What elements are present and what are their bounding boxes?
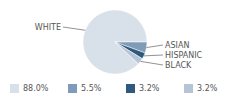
html-text:3.2%: 3.2%: [197, 84, 218, 93]
html-text:5.5%: 5.5%: [81, 84, 102, 93]
svg-text:BLACK: BLACK: [165, 61, 192, 70]
html-text:88.0%: 88.0%: [23, 84, 49, 93]
svg-text:WHITE: WHITE: [35, 23, 61, 32]
svg-text:ASIAN: ASIAN: [165, 41, 189, 50]
html-text:3.2%: 3.2%: [139, 84, 160, 93]
svg-text:HISPANIC: HISPANIC: [165, 51, 203, 60]
